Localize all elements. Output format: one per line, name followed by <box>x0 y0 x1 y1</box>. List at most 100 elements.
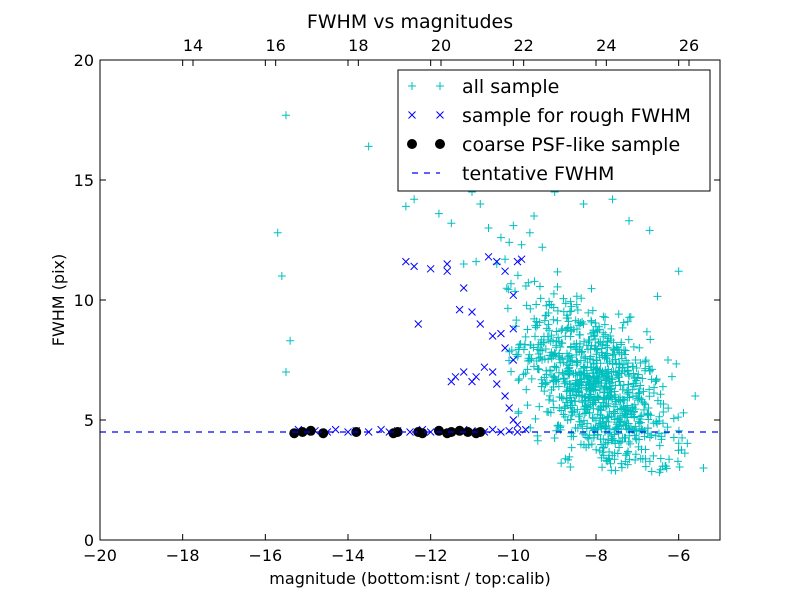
rough-fwhm-point <box>492 380 501 388</box>
all-sample-point <box>597 453 606 462</box>
all-sample-point <box>624 335 633 344</box>
all-sample-point <box>620 395 629 404</box>
all-sample-point <box>579 200 588 208</box>
all-sample-point <box>557 393 566 402</box>
all-sample-point <box>608 395 617 404</box>
all-sample-point <box>577 383 586 392</box>
all-sample-point <box>550 362 559 371</box>
all-sample-point <box>572 350 581 359</box>
all-sample-point <box>660 428 669 437</box>
all-sample-point <box>607 324 616 333</box>
rough-fwhm-point <box>406 428 414 436</box>
all-sample-point <box>581 354 590 363</box>
all-sample-point <box>554 368 563 377</box>
all-sample-point <box>575 392 584 401</box>
rough-fwhm-point <box>402 257 410 266</box>
all-sample-point <box>560 402 569 411</box>
y-tick-label: 10 <box>74 291 94 310</box>
all-sample-point <box>552 327 561 336</box>
all-sample-point <box>273 228 282 237</box>
all-sample-point <box>573 384 582 393</box>
all-sample-point <box>574 412 583 421</box>
rough-fwhm-point <box>443 260 452 268</box>
all-sample-point <box>610 430 619 439</box>
all-sample-point <box>515 374 524 383</box>
all-sample-point <box>549 315 558 324</box>
all-sample-point <box>635 343 644 352</box>
all-sample-point <box>564 352 573 361</box>
all-sample-point <box>559 294 568 303</box>
all-sample-point <box>588 306 597 315</box>
all-sample-point <box>521 282 530 291</box>
all-sample-point <box>536 294 545 303</box>
all-sample-point <box>599 312 608 321</box>
all-sample-point <box>573 306 582 315</box>
all-sample-point <box>602 341 611 350</box>
psf-like-point <box>454 425 465 436</box>
all-sample-point <box>623 460 632 469</box>
all-sample-point <box>506 279 515 288</box>
all-sample-point <box>532 300 541 309</box>
all-sample-point <box>636 358 645 367</box>
all-sample-point <box>629 379 638 388</box>
all-sample-point <box>659 408 668 417</box>
all-sample-point <box>656 399 665 408</box>
all-sample-point <box>502 284 511 293</box>
all-sample-point <box>504 285 513 294</box>
all-sample-point <box>601 313 610 322</box>
all-sample-point <box>578 347 587 356</box>
legend-marker-dot <box>435 139 445 149</box>
all-sample-point <box>563 324 572 333</box>
all-sample-point <box>549 397 558 406</box>
all-sample-point <box>629 342 638 351</box>
all-sample-point <box>621 421 630 430</box>
all-sample-point <box>555 423 564 432</box>
all-sample-point <box>621 410 630 419</box>
legend-marker-x <box>436 111 444 119</box>
all-sample-point <box>543 332 552 341</box>
all-sample-point <box>570 407 579 416</box>
all-sample-point <box>540 354 549 363</box>
all-sample-point <box>630 426 639 435</box>
rough-fwhm-point <box>468 308 476 316</box>
all-sample-point <box>634 442 643 451</box>
all-sample-point <box>596 339 605 348</box>
all-sample-point <box>615 443 624 452</box>
all-sample-point <box>603 338 612 347</box>
all-sample-point <box>604 429 613 438</box>
legend: all sample sample for rough FWHM coarse PS… <box>397 69 711 192</box>
all-sample-point <box>664 356 673 365</box>
all-sample-point <box>624 380 633 389</box>
y-tick-label: 15 <box>74 171 94 190</box>
all-sample-point <box>600 320 609 329</box>
all-sample-point <box>531 321 540 330</box>
all-sample-point <box>517 240 526 249</box>
all-sample-point <box>604 454 613 463</box>
all-sample-point <box>564 369 573 378</box>
all-sample-point <box>505 238 514 247</box>
all-sample-point <box>588 395 597 404</box>
all-sample-point <box>699 464 708 472</box>
rough-fwhm-point <box>501 344 509 352</box>
all-sample-point <box>578 422 587 431</box>
all-sample-point <box>645 385 654 394</box>
all-sample-point <box>555 349 564 358</box>
all-sample-point <box>640 432 649 441</box>
rough-fwhm-point <box>410 262 418 271</box>
legend-marker-plus <box>408 82 416 90</box>
all-sample-point <box>607 367 616 376</box>
all-sample-point <box>623 389 632 398</box>
all-sample-point <box>597 348 606 357</box>
all-sample-point <box>512 316 521 325</box>
all-sample-point <box>542 301 551 310</box>
x-tick-label: −18 <box>166 546 200 565</box>
all-sample-point <box>549 382 558 391</box>
all-sample-point <box>617 463 626 472</box>
all-sample-point <box>599 435 608 444</box>
all-sample-point <box>612 370 621 379</box>
all-sample-point <box>631 450 640 459</box>
all-sample-point <box>578 398 587 407</box>
all-sample-point <box>505 347 514 356</box>
all-sample-point <box>567 432 576 441</box>
